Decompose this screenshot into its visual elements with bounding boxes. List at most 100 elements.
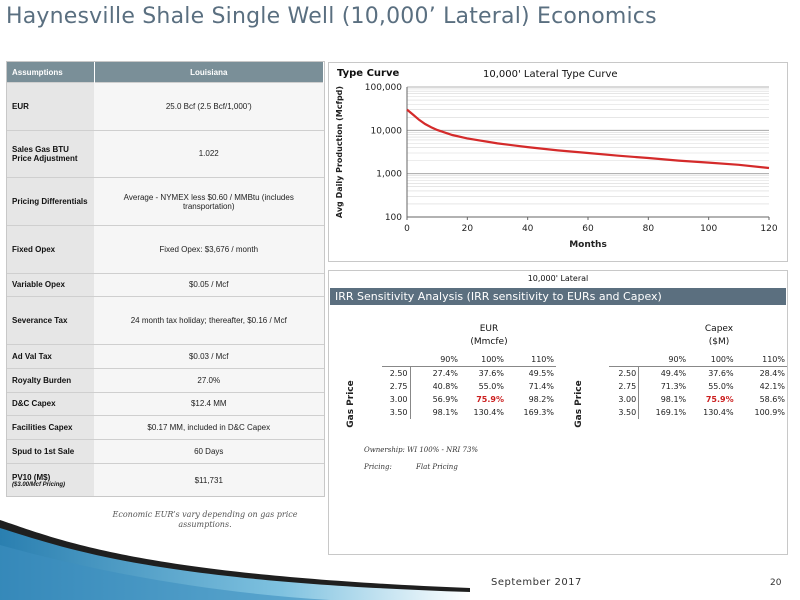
table-row: 2.75 71.3% 55.0% 42.1%	[609, 380, 787, 393]
eur-sensitivity-table: 90% 100% 110% 2.50 27.4% 37.6% 49.5% 2.75 40…	[382, 353, 556, 419]
capex-sensitivity-table: 90% 100% 110% 2.50 49.4% 37.6% 28.4% 2.75 71…	[609, 353, 787, 419]
table-row: 3.50 169.1% 130.4% 100.9%	[609, 406, 787, 419]
irr-cell: 37.6%	[478, 369, 504, 378]
irr-cell: 71.4%	[528, 382, 554, 391]
type-curve-panel: 100 1,000 10,000 100,000 0 20 40 60 80 100 120 Mont…	[328, 62, 788, 262]
capex-header-line2: ($M)	[708, 337, 730, 347]
row-value: 60 Days	[94, 439, 324, 464]
type-curve-label: Type Curve	[337, 68, 400, 79]
table-row: 3.50 98.1% 130.4% 169.3%	[382, 406, 556, 419]
irr-title-bar: IRR Sensitivity Analysis (IRR sensitivit…	[330, 288, 786, 305]
x-tick-label: 120	[760, 224, 777, 234]
x-tick-label: 20	[462, 224, 474, 234]
y-tick-label: 10,000	[371, 126, 403, 136]
row-value: 27.0%	[94, 367, 324, 393]
row-value: Fixed Opex: $3,676 / month	[94, 224, 324, 273]
row-label: EUR	[7, 82, 94, 131]
irr-cell: 28.4%	[759, 369, 785, 378]
eur-header: EUR (Mmcfe)	[449, 323, 529, 349]
page-number: 20	[770, 578, 782, 588]
irr-cell: 98.2%	[528, 395, 554, 404]
irr-cell: 37.6%	[708, 369, 734, 378]
price-cell: 2.75	[382, 380, 411, 393]
col-header: 100%	[688, 353, 736, 367]
irr-cell: 56.9%	[432, 395, 458, 404]
gas-price-axis-label-eur: Gas Price	[346, 380, 356, 428]
pricing-value: Flat Pricing	[416, 463, 458, 471]
louisiana-header: Louisiana	[94, 62, 324, 83]
price-cell: 2.50	[609, 366, 640, 380]
table-row: 3.00 56.9% 75.9% 98.2%	[382, 393, 556, 406]
table-row: 2.50 27.4% 37.6% 49.5%	[382, 366, 556, 380]
row-label: Variable Opex	[7, 272, 94, 297]
irr-cell: 27.4%	[432, 369, 458, 378]
irr-cell: 49.5%	[528, 369, 554, 378]
irr-cell: 130.4%	[473, 408, 504, 417]
irr-cell: 169.1%	[655, 408, 687, 417]
irr-top-label: 10,000' Lateral	[527, 274, 589, 283]
eur-header-line2: (Mmcfe)	[470, 337, 508, 347]
x-tick-label: 40	[522, 224, 534, 234]
table-row: 2.50 49.4% 37.6% 28.4%	[609, 366, 787, 380]
assumptions-table: Assumptions Louisiana EUR 25.0 Bcf (2.5 B…	[6, 61, 325, 497]
chart-title: 10,000' Lateral Type Curve	[483, 69, 618, 80]
irr-cell-highlight: 75.9%	[476, 395, 504, 404]
y-tick-label: 1,000	[376, 170, 402, 180]
row-label: Fixed Opex	[7, 224, 94, 273]
y-axis-label: Avg Daily Production (Mcfpd)	[335, 86, 344, 218]
row-label: Facilities Capex	[7, 415, 94, 440]
irr-cell: 42.1%	[759, 382, 785, 391]
price-cell: 3.00	[382, 393, 411, 406]
irr-cell: 130.4%	[703, 408, 734, 417]
price-cell: 3.00	[609, 393, 640, 406]
row-label: Royalty Burden	[7, 367, 94, 393]
row-value: Average - NYMEX less $0.60 / MMBtu (incl…	[94, 177, 324, 226]
irr-cell: 100.9%	[754, 408, 785, 417]
x-tick-label: 60	[582, 224, 594, 234]
irr-cell: 49.4%	[660, 369, 687, 378]
irr-cell-highlight: 75.9%	[705, 395, 734, 404]
y-tick-label: 100	[385, 213, 402, 223]
irr-panel: 10,000' Lateral IRR Sensitivity Analysis…	[328, 270, 788, 555]
ownership-note: Ownership: WI 100% - NRI 73%	[364, 446, 479, 454]
row-label: Ad Val Tax	[7, 343, 94, 369]
decorative-swoosh	[0, 520, 470, 600]
row-label: Severance Tax	[7, 296, 94, 345]
page-title: Haynesville Shale Single Well (10,000’ L…	[6, 4, 657, 29]
row-label: Pricing Differentials	[7, 177, 94, 226]
row-label: Sales Gas BTU Price Adjustment	[7, 129, 94, 178]
footer-date: September 2017	[491, 577, 582, 588]
gas-price-axis-label-capex: Gas Price	[574, 380, 584, 428]
row-value: $12.4 MM	[94, 391, 324, 416]
row-value: 1.022	[94, 129, 324, 178]
x-tick-label: 100	[700, 224, 717, 234]
price-cell: 2.50	[382, 366, 411, 380]
y-tick-label: 100,000	[365, 83, 402, 93]
row-value: $0.03 / Mcf	[94, 343, 324, 369]
pricing-note: Pricing: Flat Pricing	[364, 463, 458, 471]
col-header: 90%	[638, 353, 689, 367]
irr-cell: 55.0%	[708, 382, 734, 391]
pv10-label: PV10 (M$)	[12, 472, 51, 482]
price-cell: 2.75	[609, 380, 640, 393]
row-label: PV10 (M$) ($3.00/Mcf Pricing)	[7, 463, 94, 496]
row-value: 24 month tax holiday; thereafter, $0.16 …	[94, 296, 324, 345]
table-row: 2.75 40.8% 55.0% 71.4%	[382, 380, 556, 393]
col-header: 110%	[506, 353, 556, 367]
assumptions-header: Assumptions	[7, 62, 95, 83]
corner-cell	[382, 353, 410, 367]
pricing-label: Pricing:	[364, 463, 392, 471]
price-cell: 3.50	[382, 406, 411, 419]
row-label: D&C Capex	[7, 391, 94, 416]
row-value: $0.17 MM, included in D&C Capex	[94, 415, 324, 440]
irr-cell: 58.6%	[759, 395, 785, 404]
economic-note: Economic EUR’s vary depending on gas pri…	[112, 510, 298, 529]
col-header: 110%	[735, 353, 787, 367]
table-row: 3.00 98.1% 75.9% 58.6%	[609, 393, 787, 406]
irr-cell: 98.1%	[432, 408, 458, 417]
price-cell: 3.50	[609, 406, 640, 419]
x-tick-label: 80	[643, 224, 655, 234]
eur-header-line1: EUR	[479, 324, 499, 334]
x-tick-label: 0	[404, 224, 410, 234]
type-curve-line	[406, 108, 770, 170]
